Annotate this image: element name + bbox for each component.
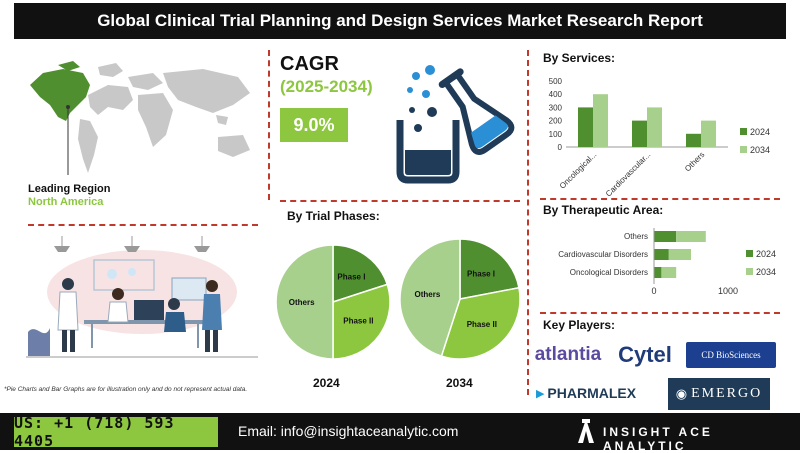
pie-slice <box>275 244 334 360</box>
pie-slice <box>459 238 520 300</box>
services-ytick: 200 <box>549 117 563 126</box>
pharmalex-arrow-icon: ▶ <box>535 387 545 400</box>
services-category-label: Cardiovascular... <box>604 150 653 196</box>
services-legend-label: 2024 <box>750 127 770 137</box>
services-title: By Services: <box>543 51 616 65</box>
therapeutic-legend-swatch <box>746 250 753 257</box>
pie-slice-label: Others <box>289 298 315 307</box>
therapeutic-bar-chart: Others Cardiovascular Disorders Oncologica… <box>558 228 776 296</box>
phases-title: By Trial Phases: <box>287 209 380 223</box>
therapeutic-category-label: Others <box>624 232 648 241</box>
divider <box>540 198 780 200</box>
disclaimer-note: *Pie Charts and Bar Graphs are for illus… <box>4 386 248 393</box>
logo-atlantia-text: atlantia <box>534 344 602 365</box>
therapeutic-bar <box>654 267 662 278</box>
services-ytick: 300 <box>549 103 563 112</box>
services-ytick: 400 <box>549 90 563 99</box>
services-bar <box>632 120 647 147</box>
divider <box>268 50 270 200</box>
services-legend-swatch <box>740 128 747 135</box>
pie-year-2034: 2034 <box>446 376 473 390</box>
cagr-label: CAGR <box>280 53 339 75</box>
therapeutic-bar <box>654 249 669 260</box>
logo-emergo: ◉ EMERGO <box>668 378 770 410</box>
logo-cdbio-text: CD BioSciences <box>701 350 761 360</box>
divider <box>28 224 258 226</box>
therapeutic-xtick: 1000 <box>718 286 738 296</box>
flask-icon <box>396 65 515 184</box>
logo-atlantia: atlantia <box>530 340 606 370</box>
pie-slice <box>332 283 391 360</box>
logo-cdbio: CD BioSciences <box>686 342 776 368</box>
services-bar <box>701 120 716 147</box>
therapeutic-legend-label: 2034 <box>756 267 776 277</box>
leading-region-value: North America <box>28 196 104 208</box>
services-bar <box>647 107 662 147</box>
pie-slice-label: Phase II <box>343 316 373 325</box>
lab-scene-illustration <box>22 232 262 360</box>
pie-slice-label: Others <box>415 290 441 299</box>
services-legend-label: 2034 <box>750 145 770 155</box>
services-bar <box>686 133 701 147</box>
services-ytick: 100 <box>549 130 563 139</box>
therapeutic-legend-swatch <box>746 268 753 275</box>
logo-cytel: Cytel <box>614 340 676 370</box>
logo-emergo-text: EMERGO <box>691 386 763 401</box>
therapeutic-bar <box>676 231 706 242</box>
footer-brand: INSIGHT ACE ANALYTIC <box>603 425 713 453</box>
logo-pharmalex-text: PHARMALEX <box>547 385 637 401</box>
pie-slice-label: Phase I <box>467 270 495 279</box>
pie-slice <box>440 286 521 360</box>
cagr-value: 9.0% <box>280 108 348 142</box>
pie-chart-2034: Phase I Phase II Others <box>399 238 521 360</box>
therapeutic-bar <box>654 231 677 242</box>
emergo-mark-icon: ◉ <box>675 386 688 401</box>
pie-slice-label: Phase I <box>337 273 365 282</box>
services-category-label: Oncological... <box>558 150 599 191</box>
divider <box>540 312 780 314</box>
divider <box>280 200 520 202</box>
pie-year-2024: 2024 <box>313 376 340 390</box>
pie-chart-2024: Phase I Phase II Others <box>275 244 391 360</box>
services-ytick: 0 <box>558 143 563 152</box>
therapeutic-xtick: 0 <box>651 286 656 296</box>
therapeutic-bar <box>661 267 677 278</box>
services-bar <box>578 107 593 147</box>
therapeutic-title: By Therapeutic Area: <box>543 203 664 217</box>
leading-region-label: Leading Region <box>28 183 111 195</box>
pie-slice <box>399 238 461 358</box>
services-legend-swatch <box>740 146 747 153</box>
divider <box>527 50 529 395</box>
footer-phone[interactable]: US: +1 (718) 593 4405 <box>14 414 218 450</box>
logo-pharmalex: ▶ PHARMALEX <box>536 382 636 404</box>
page-title: Global Clinical Trial Planning and Desig… <box>14 3 786 39</box>
services-bar <box>593 94 608 147</box>
therapeutic-bar <box>668 249 691 260</box>
header: Global Clinical Trial Planning and Desig… <box>0 0 800 40</box>
world-map-icon <box>30 61 250 175</box>
services-ytick: 500 <box>549 77 563 86</box>
therapeutic-legend-label: 2024 <box>756 249 776 259</box>
brand-logo-icon <box>578 419 594 443</box>
services-bar-chart: 0 100 200 300 400 500 Oncological... Cardiovasc… <box>549 77 770 196</box>
therapeutic-category-label: Oncological Disorders <box>570 268 648 277</box>
services-category-label: Others <box>683 150 706 173</box>
therapeutic-category-label: Cardiovascular Disorders <box>558 250 648 259</box>
footer-email[interactable]: Email: info@insightaceanalytic.com <box>238 423 459 439</box>
key-players-title: Key Players: <box>543 318 616 332</box>
cagr-period: (2025-2034) <box>280 77 373 96</box>
logo-cytel-text: Cytel <box>618 342 672 367</box>
pie-slice-label: Phase II <box>467 320 497 329</box>
pie-slice <box>332 244 389 304</box>
